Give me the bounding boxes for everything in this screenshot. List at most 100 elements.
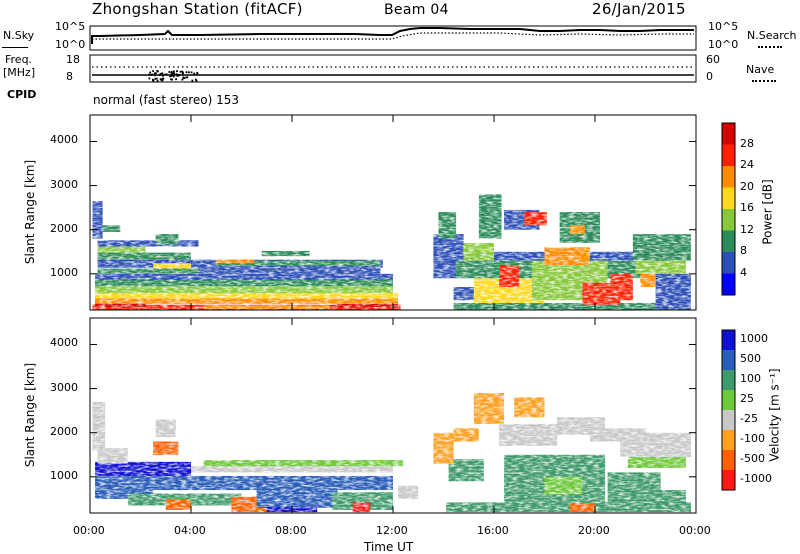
- sky-right-tick-bottom: 10^0: [708, 38, 739, 51]
- velocity-colorbar-tick: -500: [740, 452, 765, 465]
- nave-point: [151, 73, 154, 76]
- x-tick-label: 16:00: [477, 524, 509, 537]
- y-tick-label: 2000: [50, 424, 78, 438]
- sky-right-tick-top: 10^5: [708, 20, 739, 33]
- nave-point: [191, 79, 194, 82]
- colorbar-swatch: [722, 166, 735, 188]
- freq-tick-top: 18: [66, 53, 80, 66]
- nsky-label: N.Sky: [3, 29, 35, 42]
- colorbar-swatch: [722, 209, 735, 231]
- y-tick-label: 1000: [50, 265, 78, 279]
- nave-point: [183, 76, 186, 79]
- nave-point: [182, 72, 184, 75]
- power-colorbar-tick: 28: [740, 136, 754, 150]
- x-axis-title: Time UT: [364, 540, 414, 554]
- nave-point: [171, 72, 174, 75]
- y-tick-label: 3000: [50, 177, 78, 191]
- cpid-label: CPID: [7, 88, 37, 101]
- nave-point: [155, 77, 158, 80]
- nave-point: [170, 70, 173, 73]
- nave-point: [193, 72, 196, 75]
- nave-point: [175, 73, 178, 76]
- nave-point: [154, 77, 157, 80]
- power-colorbar-tick: 20: [740, 179, 754, 193]
- nave-point: [179, 70, 182, 73]
- velocity-colorbar-tick: -100: [740, 432, 765, 445]
- nave-point: [185, 71, 188, 74]
- nave-point: [177, 74, 180, 77]
- nave-label: Nave: [746, 63, 775, 76]
- colorbar-swatch: [722, 470, 735, 490]
- velocity-colorbar: [721, 329, 736, 491]
- nave-point: [173, 72, 176, 75]
- nave-point: [187, 71, 190, 74]
- nave-point: [148, 73, 151, 76]
- power-colorbar-title: Power [dB]: [760, 179, 775, 245]
- nave-tick-bottom: 0: [706, 70, 713, 83]
- nave-point: [161, 79, 164, 82]
- date-label: 26/Jan/2015: [592, 0, 686, 18]
- y-tick-label: 4000: [50, 133, 78, 147]
- velocity-colorbar-title: Velocity [m s⁻¹]: [767, 368, 782, 462]
- mode-text: normal (fast stereo) 153: [93, 93, 240, 107]
- colorbar-swatch: [722, 410, 735, 430]
- nave-point: [176, 74, 179, 77]
- nave-tick-top: 60: [706, 53, 720, 66]
- nave-point: [148, 77, 151, 80]
- nave-point: [161, 77, 164, 80]
- nave-point: [170, 74, 173, 77]
- title: Zhongshan Station (fitACF): [92, 0, 303, 18]
- colorbar-swatch: [722, 330, 735, 350]
- colorbar-frame: [721, 329, 736, 491]
- nave-point: [170, 72, 173, 75]
- nave-point: [194, 78, 197, 81]
- nave-point: [149, 71, 152, 74]
- freq-label: Freq.: [5, 53, 33, 66]
- nave-point: [185, 76, 188, 79]
- nave-point: [152, 70, 155, 73]
- nave-point: [182, 71, 184, 74]
- nave-point: [172, 74, 175, 76]
- nave-point: [196, 73, 199, 76]
- nave-point: [158, 73, 161, 76]
- nave-point: [154, 72, 157, 75]
- velocity-colorbar-tick: -25: [740, 412, 758, 425]
- power-colorbar: [721, 122, 736, 296]
- freq-unit-label: [MHz]: [3, 66, 36, 79]
- colorbar-frame: [721, 122, 736, 296]
- nave-point: [172, 75, 175, 78]
- velocity-colorbar-tick: 1000: [740, 332, 768, 345]
- colorbar-swatch: [722, 430, 735, 450]
- velocity-colorbar-tick: 25: [740, 392, 754, 405]
- colorbar-swatch: [722, 123, 735, 145]
- nave-point: [175, 78, 177, 81]
- nsky-trace: [91, 27, 694, 44]
- freq-tick-bottom: 8: [66, 70, 73, 83]
- nave-point: [181, 78, 184, 81]
- power-colorbar-tick: 8: [740, 244, 747, 257]
- nave-point: [176, 70, 178, 73]
- nave-point: [190, 71, 193, 74]
- x-tick-label: 00:00: [73, 524, 105, 537]
- power-colorbar-tick: 16: [740, 201, 754, 214]
- beam-label: Beam 04: [384, 2, 449, 18]
- nave-point: [182, 77, 185, 80]
- nave-point: [156, 70, 159, 72]
- sky-left-tick-bottom: 10^0: [55, 38, 86, 51]
- colorbar-swatch: [722, 350, 735, 370]
- velocity-speckle: [90, 318, 696, 513]
- nave-point: [173, 70, 175, 73]
- y-tick-label: 2000: [50, 221, 78, 235]
- colorbar-swatch: [722, 144, 735, 166]
- power-colorbar-tick: 24: [740, 158, 754, 171]
- power-colorbar-tick: 4: [740, 265, 747, 279]
- sky-panel-frame: [89, 25, 697, 51]
- nave-point: [161, 72, 164, 75]
- nave-point: [169, 75, 172, 78]
- x-tick-label: 08:00: [275, 524, 307, 537]
- nave-scatter: [148, 70, 199, 82]
- sky-left-tick-top: 10^5: [55, 20, 86, 33]
- x-tick-label: 12:00: [376, 524, 408, 537]
- nave-point: [156, 79, 159, 82]
- nave-point: [196, 71, 199, 74]
